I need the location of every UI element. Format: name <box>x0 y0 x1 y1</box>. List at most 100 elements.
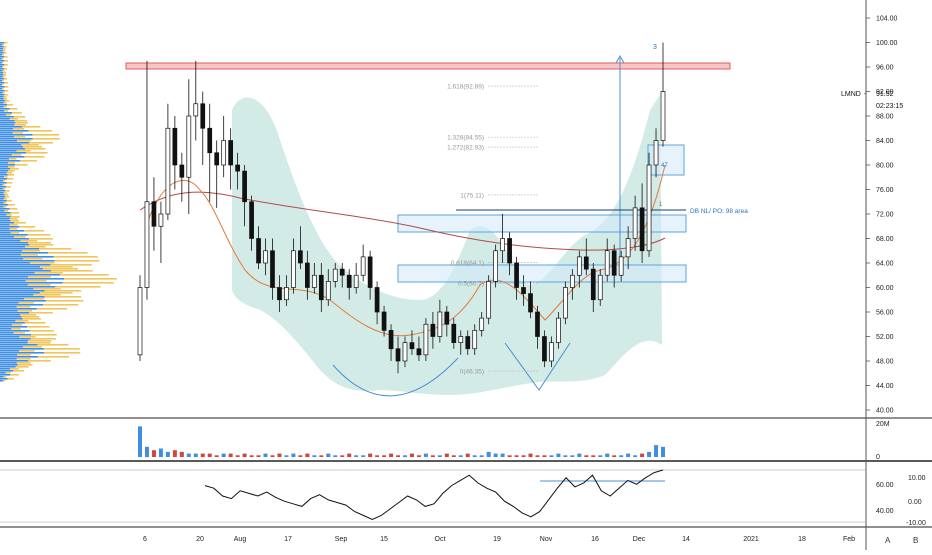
volume-profile-bar-down <box>17 140 32 142</box>
volume-profile-bar-up <box>0 348 44 350</box>
target-box[interactable] <box>647 144 685 176</box>
volume-bar <box>535 455 540 457</box>
volume-profile-bar-down <box>27 284 51 286</box>
candle-body <box>298 250 303 264</box>
volume-profile-bar-up <box>0 108 10 110</box>
fib-level-label: 0.618(64.1) <box>451 260 484 267</box>
price-axis[interactable]: 104.00 100.00 96.00 92.00 88.00 84.00 80.00 76.… <box>866 16 898 415</box>
rsi-tick-40: 40.00 <box>876 508 894 515</box>
price-tick-label: 84.00 <box>876 138 894 145</box>
fib-level-label: 0(46.35) <box>460 369 484 376</box>
candle-body <box>430 323 436 337</box>
volume-profile-bar-up <box>0 206 4 208</box>
candle-body <box>597 274 603 301</box>
volume-profile-bar-down <box>29 238 53 240</box>
candle-body <box>583 256 589 270</box>
volume-profile-bar-up <box>0 118 10 120</box>
volume-profile-bar-down <box>10 374 19 376</box>
time-tick-label: Dec <box>633 536 646 543</box>
price-tick-label: 88.00 <box>876 114 894 121</box>
volume-profile-bar-down <box>27 234 51 236</box>
volume-profile-bar-up <box>0 102 4 104</box>
candle-body <box>556 317 561 343</box>
volume-bar <box>312 455 317 457</box>
volume-bar <box>416 455 421 457</box>
price-tick-label: 100.00 <box>876 40 898 47</box>
volume-profile-bar-up <box>0 276 29 278</box>
volume-profile-bar-down <box>20 160 37 162</box>
price-tick-label: 104.00 <box>876 16 898 23</box>
candle-body <box>214 152 220 166</box>
candle-body <box>493 250 498 282</box>
axis-button-b[interactable]: B <box>913 536 918 545</box>
volume-profile-bar-up <box>0 290 45 292</box>
volume-profile-bar-down <box>2 54 5 56</box>
volume-profile-bar-up <box>0 282 63 284</box>
volume-profile-bar-up <box>0 96 4 98</box>
volume-profile-bar-up <box>0 158 10 160</box>
volume-profile-bar-up <box>0 294 34 296</box>
volume-profile-bar-down <box>24 156 45 158</box>
axis-button-a[interactable]: A <box>885 536 891 545</box>
volume-profile-bar-up <box>0 368 11 370</box>
volume-profile <box>0 42 117 382</box>
candle-body <box>374 287 380 313</box>
resistance-zone[interactable] <box>125 62 731 70</box>
volume-bar <box>402 455 407 457</box>
price-tick-label: 44.00 <box>876 383 894 390</box>
volume-profile-bar-up <box>0 66 3 68</box>
volume-profile-bar-up <box>0 150 17 152</box>
volume-profile-bar-down <box>64 278 117 280</box>
volume-profile-bar-up <box>0 304 44 306</box>
volume-bar <box>591 455 596 457</box>
volume-profile-bar-down <box>8 204 15 206</box>
volume-profile-bar-up <box>0 70 3 72</box>
candle-body <box>332 268 338 282</box>
volume-profile-bar-up <box>0 216 11 218</box>
volume-profile-bar-down <box>2 66 4 68</box>
volume-profile-bar-up <box>0 316 22 318</box>
volume-bar <box>633 455 638 457</box>
volume-profile-bar-down <box>6 200 12 202</box>
time-axis[interactable]: 6 20 Aug 17 Sep 15 Oct 19 Nov 16 Dec 14 2021 18 Feb <box>143 536 855 543</box>
volume-bar <box>382 455 387 457</box>
candle-body <box>576 256 582 276</box>
volume-profile-bar-down <box>14 124 27 126</box>
cup-curve-left <box>332 357 459 397</box>
volume-profile-bar-up <box>0 80 3 82</box>
volume-profile-bar-up <box>0 344 38 346</box>
volume-profile-bar-down <box>25 280 47 282</box>
volume-profile-bar-up <box>0 104 8 106</box>
osc-tick-10: 10.00 <box>908 475 926 482</box>
volume-bar <box>619 455 624 457</box>
volume-profile-bar-up <box>0 310 18 312</box>
fib-level-label: 1.618(92.89) <box>447 84 484 91</box>
volume-profile-bar-down <box>4 176 8 178</box>
volume-profile-bar-down <box>44 352 81 354</box>
cup-curve-right <box>504 342 571 391</box>
volume-profile-bar-down <box>3 96 7 98</box>
volume-profile-bar-up <box>0 210 5 212</box>
volume-bar <box>207 453 212 457</box>
volume-profile-bar-down <box>32 134 60 136</box>
volume-profile-bar-down <box>17 364 33 366</box>
demand-box-lower[interactable] <box>397 264 687 283</box>
volume-profile-bar-down <box>4 42 8 44</box>
price-tick-label: 92.00 <box>876 89 894 96</box>
volume-bar <box>423 453 428 457</box>
volume-profile-bar-up <box>0 268 43 270</box>
osc-tick-neg10: -10.00 <box>906 520 926 527</box>
price-tick-label: 76.00 <box>876 187 894 194</box>
volume-profile-bar-up <box>0 54 3 56</box>
volume-profile-bar-down <box>10 212 20 214</box>
candle-body <box>569 274 575 288</box>
volume-profile-bar-up <box>0 266 40 268</box>
volume-bar <box>661 446 665 457</box>
volume-profile-bar-down <box>1 84 4 86</box>
candle-body <box>507 238 512 264</box>
volume-profile-bar-down <box>10 168 19 170</box>
time-tick-label: Nov <box>540 536 553 543</box>
candle-body <box>486 281 492 319</box>
volume-profile-bar-down <box>44 296 82 298</box>
